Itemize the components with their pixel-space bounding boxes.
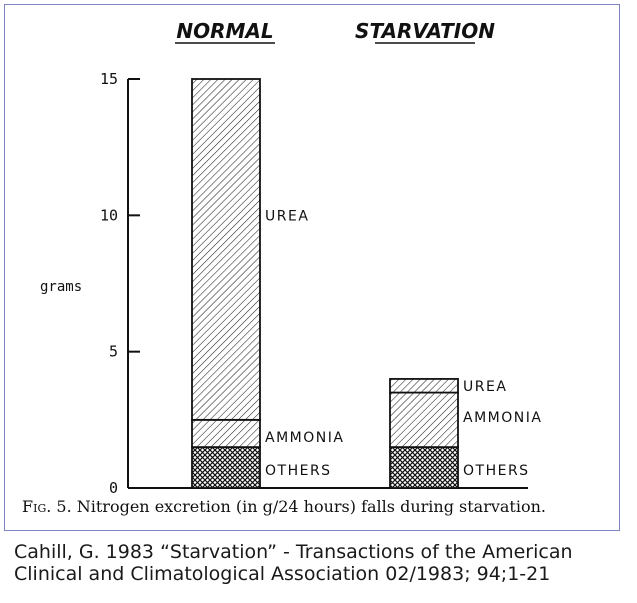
- figure-number: Fig. 5.: [22, 497, 72, 516]
- category-label-starvation: STARVATION: [355, 19, 495, 43]
- bar-normal-ammonia: [191, 418, 261, 449]
- y-tick-label-10: 10: [100, 206, 118, 224]
- segment-label-normal-urea: UREA: [265, 208, 309, 224]
- bar-starvation-others: [389, 446, 459, 489]
- y-tick-label-0: 0: [109, 479, 118, 497]
- segment-label-starvation-urea: UREA: [463, 379, 507, 395]
- figure-caption: Fig. 5. Nitrogen excretion (in g/24 hour…: [22, 497, 612, 516]
- figure-frame: [4, 4, 620, 531]
- citation-line-2: Clinical and Climatological Association …: [14, 563, 551, 585]
- segment-label-starvation-ammonia: AMMONIA: [463, 410, 542, 426]
- segment-label-starvation-others: OTHERS: [463, 463, 530, 479]
- segment-label-normal-ammonia: AMMONIA: [265, 430, 344, 446]
- bar-starvation-ammonia: [389, 391, 459, 449]
- y-axis-label: grams: [40, 279, 82, 295]
- y-tick-label-15: 15: [100, 70, 118, 88]
- category-label-normal: NORMAL: [176, 19, 273, 43]
- bar-normal-others: [191, 446, 261, 489]
- segment-label-normal-others: OTHERS: [265, 463, 332, 479]
- bar-normal-urea: [191, 78, 261, 421]
- citation-line-1: Cahill, G. 1983 “Starvation” - Transacti…: [14, 541, 573, 563]
- y-tick-label-5: 5: [109, 343, 118, 361]
- bar-starvation-urea: [389, 378, 459, 394]
- caption-text: Nitrogen excretion (in g/24 hours) falls…: [71, 497, 546, 516]
- citation: Cahill, G. 1983 “Starvation” - Transacti…: [14, 541, 624, 585]
